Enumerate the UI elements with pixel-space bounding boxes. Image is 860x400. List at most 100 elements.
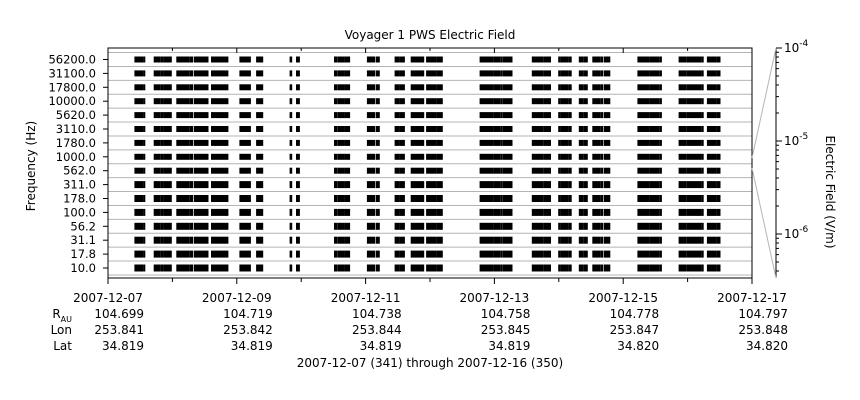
data-segment — [176, 84, 190, 91]
data-segment — [260, 98, 264, 105]
data-segment — [500, 208, 503, 216]
data-segment — [701, 208, 704, 216]
data-segment — [600, 222, 604, 230]
data-segment — [260, 70, 264, 77]
data-segment — [394, 98, 400, 105]
data-segment — [502, 264, 513, 272]
data-segment — [493, 264, 501, 272]
data-segment — [289, 250, 293, 258]
ephemeris-value: 104.758 — [481, 307, 531, 321]
data-segment — [578, 250, 584, 258]
data-segment — [600, 181, 604, 189]
data-segment — [256, 98, 260, 105]
data-segment — [592, 98, 601, 105]
data-segment — [134, 70, 144, 77]
data-segment — [344, 167, 351, 174]
data-segment — [256, 139, 260, 146]
data-segment — [143, 250, 146, 258]
data-segment — [541, 84, 544, 91]
data-segment — [678, 181, 687, 189]
data-segment — [256, 236, 260, 244]
data-segment — [410, 153, 421, 160]
data-segment — [541, 208, 544, 216]
data-segment — [637, 195, 648, 202]
data-segment — [502, 139, 513, 146]
data-segment — [560, 250, 569, 258]
data-segment — [500, 181, 503, 189]
data-segment — [493, 84, 501, 91]
data-segment — [143, 126, 146, 132]
data-segment — [153, 126, 161, 132]
data-segment — [239, 208, 245, 216]
data-segment — [600, 195, 604, 202]
data-segment — [649, 236, 660, 244]
data-segment — [289, 139, 293, 146]
data-segment — [541, 222, 544, 230]
data-segment — [479, 153, 494, 160]
data-segment — [603, 112, 611, 119]
data-segment — [479, 70, 494, 77]
data-segment — [193, 70, 209, 77]
data-segment — [592, 167, 601, 174]
data-segment — [375, 264, 380, 272]
data-segment — [399, 167, 405, 174]
data-segment — [647, 112, 650, 119]
data-segment — [189, 139, 193, 146]
data-segment — [193, 98, 209, 105]
data-segment — [603, 264, 611, 272]
data-segment — [689, 70, 702, 77]
ephemeris-row-label: Lat — [53, 339, 72, 353]
data-segment — [375, 70, 380, 77]
data-segment — [678, 139, 687, 146]
data-segment — [541, 139, 544, 146]
y-tick-label: 562.0 — [63, 164, 96, 178]
data-segment — [578, 222, 584, 230]
data-segment — [410, 181, 421, 189]
data-segment — [541, 98, 544, 105]
data-segment — [500, 139, 503, 146]
data-segment — [558, 139, 561, 146]
data-segment — [647, 70, 650, 77]
data-segment — [256, 222, 260, 230]
data-segment — [600, 153, 604, 160]
y-tick-label: 1000.0 — [56, 150, 96, 164]
data-segment — [426, 181, 437, 189]
y-tick-label: 100.0 — [63, 205, 96, 219]
data-segment — [366, 153, 376, 160]
data-segment — [649, 181, 660, 189]
data-segment — [558, 153, 561, 160]
data-segment — [493, 195, 501, 202]
data-segment — [578, 70, 584, 77]
data-segment — [189, 126, 193, 132]
data-segment — [502, 181, 513, 189]
data-segment — [244, 181, 251, 189]
data-segment — [479, 139, 494, 146]
data-segment — [603, 153, 611, 160]
data-segment — [543, 139, 551, 146]
data-segment — [426, 195, 437, 202]
data-segment — [493, 250, 501, 258]
data-segment — [568, 126, 572, 132]
data-segment — [701, 264, 704, 272]
data-segment — [592, 264, 601, 272]
data-segment — [394, 236, 400, 244]
data-segment — [153, 112, 161, 119]
data-segment — [706, 126, 717, 132]
data-segment — [421, 222, 425, 230]
data-segment — [637, 181, 648, 189]
data-segment — [531, 264, 542, 272]
data-segment — [647, 195, 650, 202]
data-segment — [176, 70, 190, 77]
data-segment — [647, 264, 650, 272]
data-segment — [256, 167, 260, 174]
ephemeris-value: 104.738 — [352, 307, 402, 321]
data-segment — [502, 153, 513, 160]
data-segment — [337, 264, 345, 272]
data-segment — [344, 98, 351, 105]
data-segment — [337, 139, 345, 146]
ephemeris-value: 253.845 — [481, 323, 531, 337]
data-segment — [366, 250, 376, 258]
data-segment — [143, 181, 146, 189]
data-segment — [578, 112, 584, 119]
data-segment — [260, 236, 264, 244]
